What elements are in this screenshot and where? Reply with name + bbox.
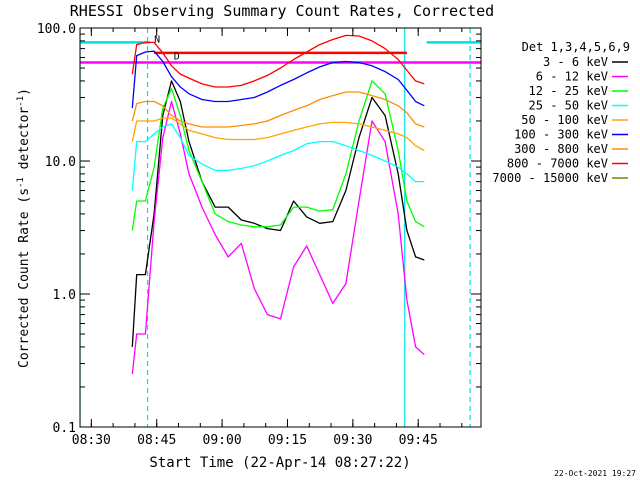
chart-title: RHESSI Observing Summary Count Rates, Co… [70, 2, 494, 20]
series-group [131, 34, 425, 375]
y-axis-label: Corrected Count Rate (s-1 detector-1) [16, 88, 32, 368]
legend-label-3: 25 - 50 keV [529, 99, 608, 113]
x-axis: 08:30 08:45 09:00 09:15 09:30 09:45 [72, 28, 463, 448]
x-tick-label-5: 09:45 [399, 433, 438, 448]
series-line-0 [131, 80, 425, 347]
mark-label-0: N [154, 34, 160, 45]
legend-label-2: 12 - 25 keV [529, 84, 608, 98]
plot-frame [79, 27, 482, 428]
timestamp: 22-Oct-2021 19:27 [554, 469, 636, 478]
annotation-marks: ND [154, 34, 180, 62]
y-tick-label-2: 10.0 [45, 155, 76, 170]
reference-lines [80, 28, 481, 427]
series-line-3 [131, 123, 425, 191]
x-tick-label-2: 09:00 [203, 433, 242, 448]
series-line-2 [131, 80, 425, 231]
x-tick-label-3: 09:15 [268, 433, 307, 448]
legend-title: Det 1,3,4,5,6,9 [522, 40, 630, 54]
y-tick-label-0: 0.1 [53, 421, 76, 436]
legend-label-0: 3 - 6 keV [543, 55, 608, 69]
y-axis: 0.1 1.0 10.0 100.0 [37, 22, 481, 436]
legend-label-6: 300 - 800 keV [514, 142, 608, 156]
legend-label-1: 6 - 12 keV [536, 70, 608, 84]
mark-label-1: D [174, 51, 180, 62]
series-line-1 [131, 100, 425, 375]
x-tick-label-1: 08:45 [137, 433, 176, 448]
legend-label-7: 800 - 7000 keV [507, 157, 608, 171]
series-line-5 [131, 50, 425, 109]
y-tick-label-3: 100.0 [37, 22, 76, 37]
series-line-7 [131, 34, 425, 88]
series-line-6 [131, 91, 425, 128]
legend-label-8: 7000 - 15000 keV [492, 171, 608, 185]
x-tick-label-4: 09:30 [333, 433, 372, 448]
series-line-4 [131, 117, 425, 152]
x-axis-label: Start Time (22-Apr-14 08:27:22) [149, 455, 410, 471]
y-tick-label-1: 1.0 [53, 288, 76, 303]
x-tick-label-0: 08:30 [72, 433, 111, 448]
legend-label-4: 50 - 100 keV [521, 113, 608, 127]
legend-label-5: 100 - 300 keV [514, 128, 608, 142]
